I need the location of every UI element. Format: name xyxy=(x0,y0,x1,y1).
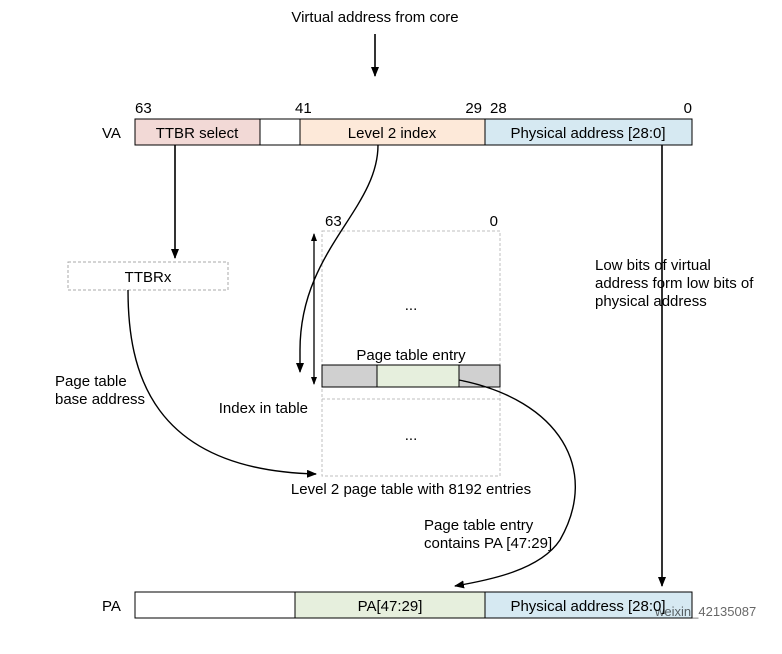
ttbrx-text: TTBRx xyxy=(125,269,172,286)
pa-label: PA xyxy=(102,598,121,615)
pt-ellipsis-1: ... xyxy=(405,297,418,314)
low-bits-l2: address form low bits of xyxy=(595,275,754,292)
va-bit-63: 63 xyxy=(135,100,152,117)
va-bit-29: 29 xyxy=(465,100,482,117)
low-bits-l1: Low bits of virtual xyxy=(595,257,711,274)
pte-contains-l1: Page table entry xyxy=(424,517,534,534)
pa-phys-addr-text: Physical address [28:0] xyxy=(510,598,665,615)
pt-entry-label: Page table entry xyxy=(356,347,466,364)
pa-47-29-text: PA[47:29] xyxy=(358,598,423,615)
va-ttbr-select-text: TTBR select xyxy=(156,125,239,142)
title: Virtual address from core xyxy=(291,9,458,26)
pa-fields: PA[47:29] Physical address [28:0] xyxy=(135,592,692,618)
va-bit-28: 28 xyxy=(490,100,507,117)
watermark: weixin_42135087 xyxy=(654,604,756,619)
va-fields: TTBR select Level 2 index Physical addre… xyxy=(135,119,692,145)
pt-caption: Level 2 page table with 8192 entries xyxy=(291,481,531,498)
pt-base-addr-l1: Page table xyxy=(55,373,127,390)
pt-ellipsis-2: ... xyxy=(405,427,418,444)
pt-bit-0: 0 xyxy=(490,213,498,230)
va-bit-41: 41 xyxy=(295,100,312,117)
arrow-ttbrx-to-pt xyxy=(128,290,316,474)
pt-bit-63: 63 xyxy=(325,213,342,230)
pt-base-addr-l2: base address xyxy=(55,391,145,408)
pt-entry-green xyxy=(377,365,459,387)
pa-left xyxy=(135,592,295,618)
low-bits-l3: physical address xyxy=(595,293,707,310)
index-in-table-text: Index in table xyxy=(219,400,308,417)
va-label: VA xyxy=(102,125,121,142)
va-gap xyxy=(260,119,300,145)
va-phys-addr-text: Physical address [28:0] xyxy=(510,125,665,142)
address-translation-diagram: Virtual address from core 63 41 29 28 0 … xyxy=(0,0,782,654)
va-level2-index-text: Level 2 index xyxy=(348,125,437,142)
va-bit-0: 0 xyxy=(684,100,692,117)
pte-contains-l2: contains PA [47:29] xyxy=(424,535,552,552)
